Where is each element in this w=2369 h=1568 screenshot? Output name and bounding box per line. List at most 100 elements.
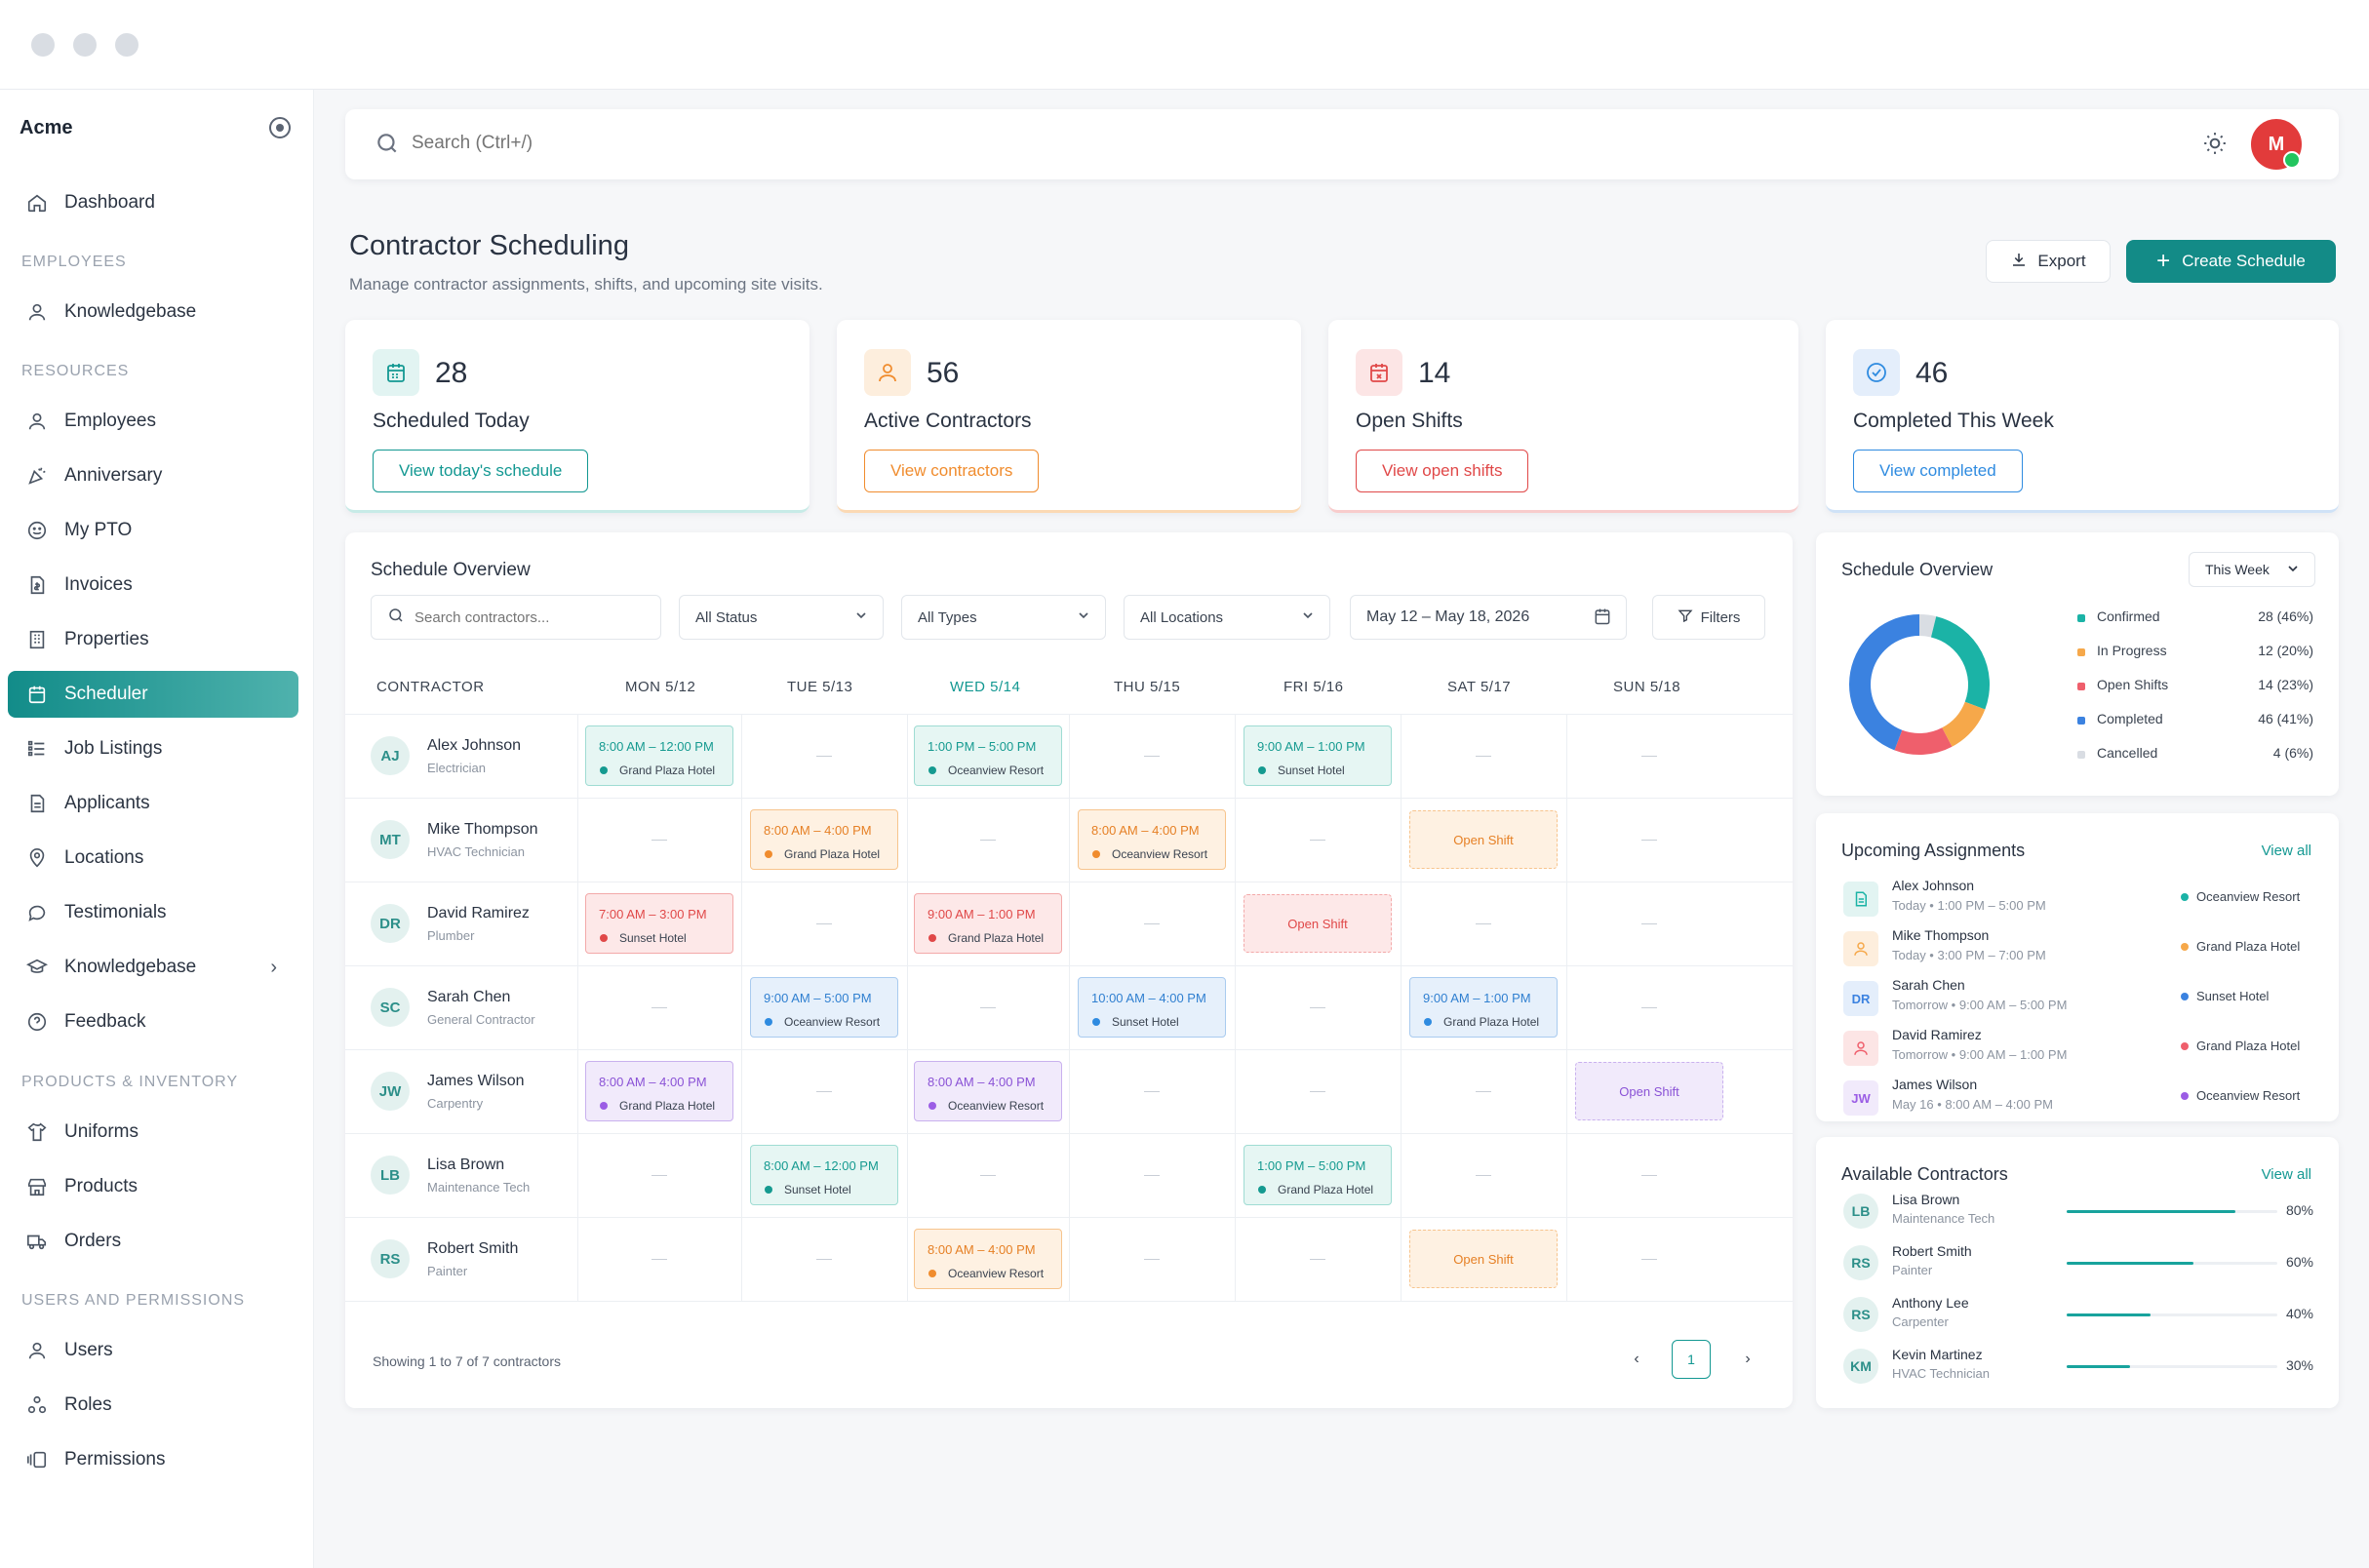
empty-cell-dash[interactable]	[1476, 1091, 1491, 1092]
sidebar-item-knowledgebase-resources[interactable]: Knowledgebase ›	[8, 944, 298, 991]
shift-block[interactable]: 10:00 AM – 4:00 PM Sunset Hotel	[1078, 977, 1226, 1038]
type-filter-select[interactable]: All Types	[901, 595, 1106, 640]
empty-cell-dash[interactable]	[1310, 1259, 1325, 1260]
user-avatar[interactable]: M	[2251, 119, 2302, 170]
open-shift-slot[interactable]: Open Shift	[1409, 1230, 1558, 1288]
period-select[interactable]: This Week	[2189, 552, 2315, 587]
donut-slice-open-shifts[interactable]	[1894, 727, 1953, 755]
empty-cell-dash[interactable]	[1144, 1091, 1160, 1092]
donut-slice-cancelled[interactable]	[1919, 614, 1937, 638]
theme-toggle-icon[interactable]	[2202, 131, 2228, 161]
empty-cell-dash[interactable]	[1641, 756, 1657, 757]
sidebar-item-my-pto[interactable]: My PTO	[8, 507, 298, 554]
empty-cell-dash[interactable]	[1310, 1007, 1325, 1008]
sidebar-item-locations[interactable]: Locations	[8, 835, 298, 882]
view-todays-schedule-button[interactable]: View today's schedule	[373, 450, 589, 492]
empty-cell-dash[interactable]	[651, 1259, 667, 1260]
location-filter-select[interactable]: All Locations	[1124, 595, 1330, 640]
view-completed-button[interactable]: View completed	[1853, 450, 2023, 492]
window-maximize-dot[interactable]	[115, 33, 138, 57]
shift-block[interactable]: 1:00 PM – 5:00 PM Oceanview Resort	[914, 725, 1062, 786]
empty-cell-dash[interactable]	[651, 1007, 667, 1008]
shift-block[interactable]: 9:00 AM – 1:00 PM Sunset Hotel	[1244, 725, 1392, 786]
contractor-name[interactable]: Mike Thompson	[427, 821, 538, 838]
view-open-shifts-button[interactable]: View open shifts	[1356, 450, 1529, 492]
contractor-name[interactable]: James Wilson	[427, 1073, 525, 1089]
contractor-name[interactable]: Robert Smith	[427, 1240, 519, 1257]
sidebar-item-permissions[interactable]: Permissions	[8, 1436, 298, 1483]
assignment-name[interactable]: David Ramirez	[1892, 1027, 1982, 1042]
sidebar-item-users[interactable]: Users	[8, 1327, 298, 1374]
available-view-all-link[interactable]: View all	[2261, 1166, 2311, 1183]
prev-page-chevron-icon[interactable]: ‹	[1634, 1351, 1639, 1367]
empty-cell-dash[interactable]	[1144, 1259, 1160, 1260]
assignment-name[interactable]: Mike Thompson	[1892, 927, 1990, 943]
empty-cell-dash[interactable]	[1144, 923, 1160, 924]
sidebar-item-testimonials[interactable]: Testimonials	[8, 889, 298, 936]
open-shift-slot[interactable]: Open Shift	[1409, 810, 1558, 869]
shift-block[interactable]: 1:00 PM – 5:00 PM Grand Plaza Hotel	[1244, 1145, 1392, 1205]
empty-cell-dash[interactable]	[1641, 840, 1657, 841]
status-filter-select[interactable]: All Status	[679, 595, 884, 640]
shift-block[interactable]: 9:00 AM – 1:00 PM Grand Plaza Hotel	[1409, 977, 1558, 1038]
sidebar-item-dashboard[interactable]: Dashboard	[8, 179, 298, 226]
sidebar-item-feedback[interactable]: Feedback	[8, 999, 298, 1045]
sidebar-item-job-listings[interactable]: Job Listings	[8, 725, 298, 772]
empty-cell-dash[interactable]	[1310, 840, 1325, 841]
empty-cell-dash[interactable]	[1641, 1175, 1657, 1176]
date-range-picker[interactable]: May 12 – May 18, 2026	[1350, 595, 1627, 640]
chevron-right-icon[interactable]: ›	[270, 957, 277, 978]
sidebar-item-properties[interactable]: Properties	[8, 616, 298, 663]
empty-cell-dash[interactable]	[1476, 923, 1491, 924]
empty-cell-dash[interactable]	[1641, 923, 1657, 924]
empty-cell-dash[interactable]	[651, 1175, 667, 1176]
contractor-name[interactable]: Anthony Lee	[1892, 1295, 1969, 1311]
contractor-name[interactable]: David Ramirez	[427, 905, 530, 921]
contractor-search[interactable]	[371, 595, 661, 640]
shift-block[interactable]: 8:00 AM – 12:00 PM Grand Plaza Hotel	[585, 725, 733, 786]
sidebar-item-knowledgebase[interactable]: Knowledgebase	[8, 289, 298, 335]
sidebar-item-invoices[interactable]: Invoices	[8, 562, 298, 608]
sidebar-toggle-icon[interactable]	[269, 117, 291, 138]
empty-cell-dash[interactable]	[1641, 1259, 1657, 1260]
sidebar-item-orders[interactable]: Orders	[8, 1218, 298, 1265]
sidebar-item-anniversary[interactable]: Anniversary	[8, 452, 298, 499]
global-search-input[interactable]	[412, 133, 899, 154]
shift-block[interactable]: 9:00 AM – 5:00 PM Oceanview Resort	[750, 977, 898, 1038]
open-shift-slot[interactable]: Open Shift	[1244, 894, 1392, 953]
shift-block[interactable]: 9:00 AM – 1:00 PM Grand Plaza Hotel	[914, 893, 1062, 954]
shift-block[interactable]: 8:00 AM – 4:00 PM Grand Plaza Hotel	[750, 809, 898, 870]
empty-cell-dash[interactable]	[651, 840, 667, 841]
donut-slice-completed[interactable]	[1849, 614, 1919, 751]
empty-cell-dash[interactable]	[816, 1259, 832, 1260]
empty-cell-dash[interactable]	[816, 923, 832, 924]
contractor-name[interactable]: Alex Johnson	[427, 737, 522, 754]
view-contractors-button[interactable]: View contractors	[864, 450, 1040, 492]
window-minimize-dot[interactable]	[73, 33, 97, 57]
empty-cell-dash[interactable]	[1641, 1007, 1657, 1008]
export-button[interactable]: Export	[1986, 240, 2111, 283]
sidebar-item-roles[interactable]: Roles	[8, 1382, 298, 1429]
empty-cell-dash[interactable]	[1476, 756, 1491, 757]
open-shift-slot[interactable]: Open Shift	[1575, 1062, 1723, 1120]
sidebar-item-employees[interactable]: Employees	[8, 398, 298, 445]
empty-cell-dash[interactable]	[980, 840, 996, 841]
empty-cell-dash[interactable]	[1476, 1175, 1491, 1176]
shift-block[interactable]: 7:00 AM – 3:00 PM Sunset Hotel	[585, 893, 733, 954]
assignment-name[interactable]: Sarah Chen	[1892, 977, 1965, 993]
page-button-current[interactable]: 1	[1672, 1340, 1711, 1379]
contractor-name[interactable]: Lisa Brown	[427, 1156, 505, 1173]
contractor-name[interactable]: Sarah Chen	[427, 989, 511, 1005]
shift-block[interactable]: 8:00 AM – 4:00 PM Grand Plaza Hotel	[585, 1061, 733, 1121]
window-close-dot[interactable]	[31, 33, 55, 57]
empty-cell-dash[interactable]	[1310, 1091, 1325, 1092]
shift-block[interactable]: 8:00 AM – 4:00 PM Oceanview Resort	[914, 1229, 1062, 1289]
shift-block[interactable]: 8:00 AM – 12:00 PM Sunset Hotel	[750, 1145, 898, 1205]
sidebar-item-scheduler[interactable]: Scheduler	[8, 671, 298, 718]
donut-slice-in-progress[interactable]	[1942, 701, 1986, 747]
contractor-search-input[interactable]	[415, 608, 629, 626]
next-page-chevron-icon[interactable]: ›	[1745, 1351, 1751, 1367]
empty-cell-dash[interactable]	[1144, 756, 1160, 757]
upcoming-view-all-link[interactable]: View all	[2261, 843, 2311, 859]
create-schedule-button[interactable]: + Create Schedule	[2126, 240, 2336, 283]
